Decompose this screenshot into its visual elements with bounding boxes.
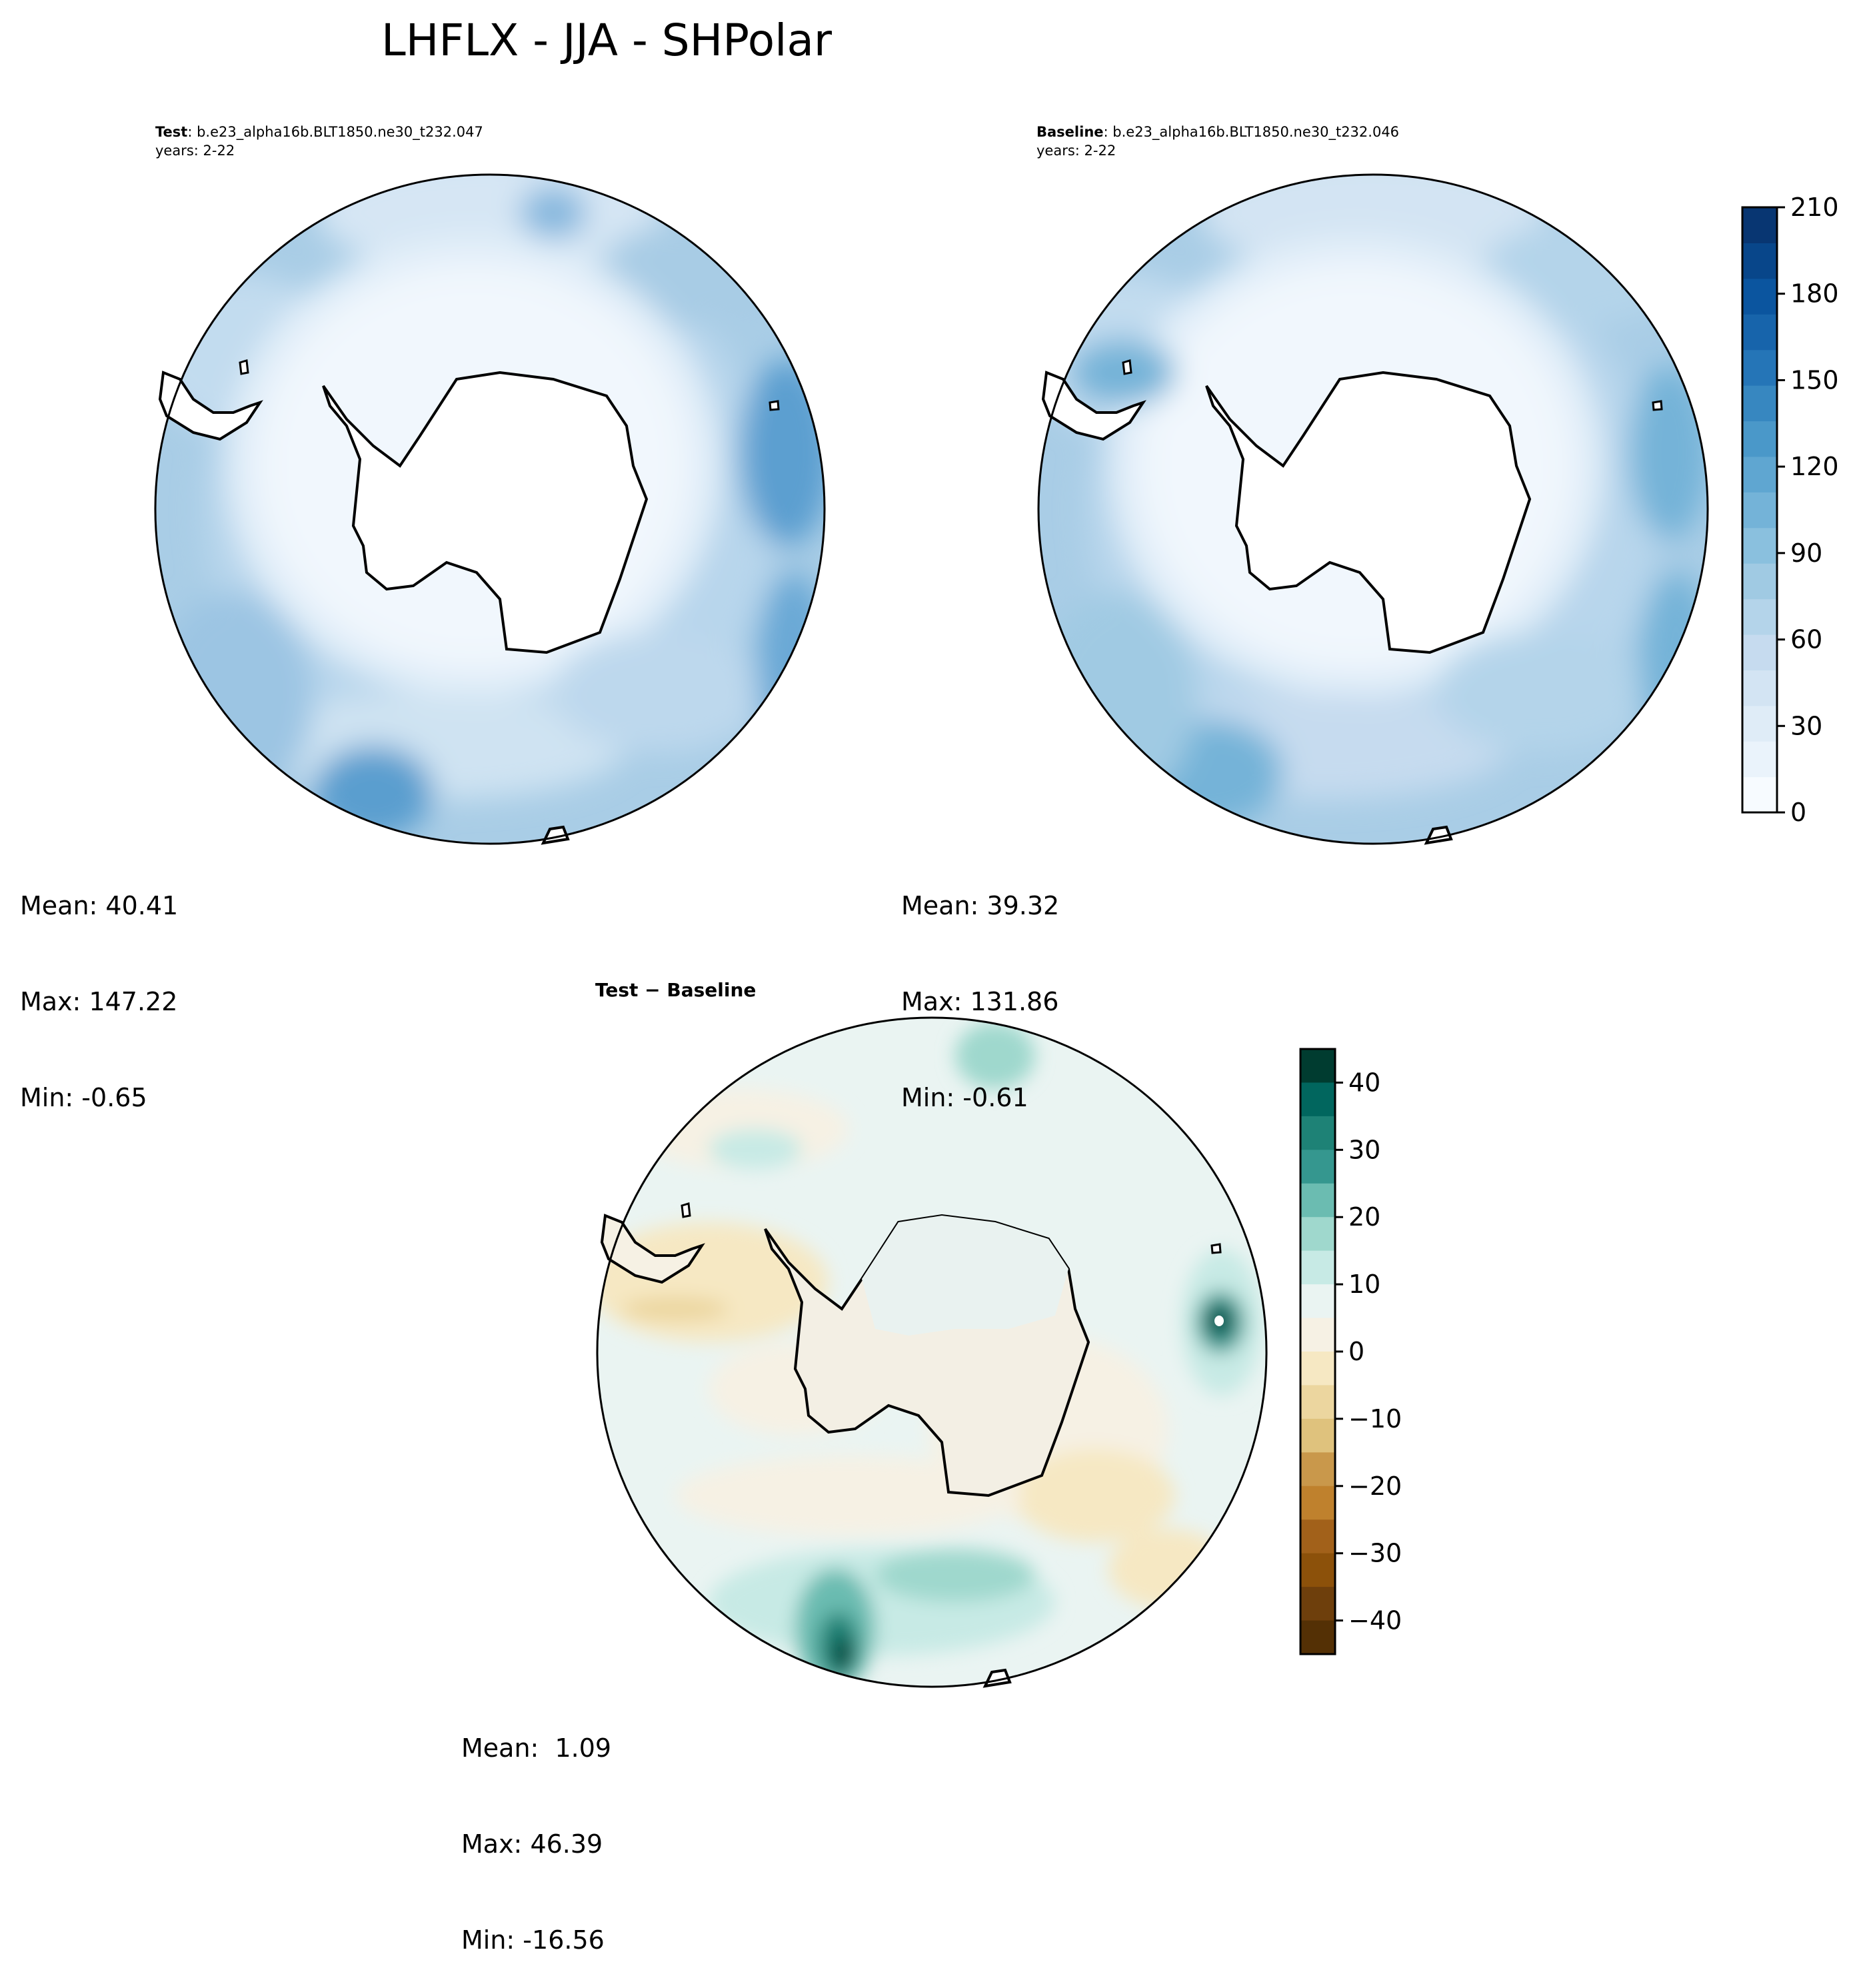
baseline-mean: Mean: 39.32 [901, 891, 1060, 920]
colorbar-tick-label: −30 [1348, 1539, 1402, 1568]
colorbar-block [1300, 1318, 1335, 1352]
south-america-outline [1041, 371, 1146, 441]
colorbar-diff-ticks: 40 30 20 10 0 −10 −20 −30 −40 [1335, 1068, 1402, 1635]
colorbar-diff-blocks [1300, 1049, 1335, 1655]
test-min: Min: -0.65 [20, 1083, 147, 1112]
diff-mean: Mean: 1.09 [461, 1733, 612, 1763]
colorbar-tick-label: 0 [1348, 1337, 1364, 1366]
south-america-outline [600, 1214, 705, 1284]
colorbar-block [1300, 1250, 1335, 1285]
baseline-stats: Mean: 39.32 Max: 131.86 Min: -0.61 [901, 826, 1059, 1146]
colorbar-block [1300, 1150, 1335, 1184]
antarctica-outline [1205, 371, 1532, 654]
baseline-map [1037, 173, 1709, 845]
colorbar-block [1742, 314, 1777, 351]
baseline-panel-label: Baseline: b.e23_alpha16b.BLT1850.ne30_t2… [1036, 123, 1399, 160]
island-outline [1652, 400, 1663, 411]
colorbar-tick-label: −10 [1348, 1404, 1402, 1434]
baseline-label-bold: Baseline [1036, 124, 1104, 140]
colorbar-block [1300, 1082, 1335, 1117]
colorbar-block [1300, 1352, 1335, 1386]
colorbar-main-blocks [1742, 207, 1777, 813]
colorbar-tick-label: 90 [1790, 538, 1822, 568]
colorbar-block [1300, 1452, 1335, 1487]
island-outline [239, 359, 249, 375]
colorbar-tick-label: −40 [1348, 1606, 1402, 1635]
colorbar-main-frame [1741, 206, 1778, 814]
colorbar-block [1742, 243, 1777, 279]
colorbar-block [1300, 1418, 1335, 1453]
colorbar-block [1742, 776, 1777, 813]
colorbar-block [1742, 598, 1777, 635]
colorbar-block [1300, 1553, 1335, 1587]
colorbar-block [1742, 492, 1777, 528]
colorbar-block [1742, 207, 1777, 244]
test-stats: Mean: 40.41 Max: 147.22 Min: -0.65 [20, 826, 178, 1146]
test-panel-label: Test: b.e23_alpha16b.BLT1850.ne30_t232.0… [155, 123, 483, 160]
colorbar-block [1300, 1284, 1335, 1319]
colorbar-block [1300, 1385, 1335, 1420]
colorbar-tick-label: 0 [1790, 798, 1806, 827]
colorbar-block [1742, 421, 1777, 457]
colorbar-tick-label: 10 [1348, 1270, 1380, 1299]
colorbar-block [1300, 1217, 1335, 1252]
colorbar-block [1300, 1519, 1335, 1554]
test-years: years: 2-22 [155, 143, 235, 159]
colorbar-diff: 40 30 20 10 0 −10 −20 −30 −40 [1299, 1048, 1402, 1655]
colorbar-tick-label: 180 [1790, 279, 1839, 309]
colorbar-tick-label: 120 [1790, 452, 1839, 481]
colorbar-block [1300, 1620, 1335, 1655]
colorbar-block [1742, 527, 1777, 564]
south-america-outline [158, 371, 263, 441]
baseline-label-case: : b.e23_alpha16b.BLT1850.ne30_t232.046 [1103, 124, 1400, 140]
colorbar-block [1742, 670, 1777, 706]
colorbar-tick-label: 40 [1348, 1068, 1380, 1097]
colorbar-block [1742, 349, 1777, 386]
colorbar-block [1300, 1486, 1335, 1520]
colorbar-block [1300, 1049, 1335, 1084]
antarctica-outline [322, 371, 649, 654]
colorbar-block [1300, 1116, 1335, 1150]
diff-map [596, 1016, 1268, 1688]
colorbar-block [1742, 741, 1777, 778]
test-label-bold: Test [155, 124, 188, 140]
diff-stats: Mean: 1.09 Max: 46.39 Min: -16.56 [461, 1668, 611, 1988]
test-mean: Mean: 40.41 [20, 891, 179, 920]
colorbar-block [1742, 563, 1777, 600]
colorbar-tick-label: 20 [1348, 1202, 1380, 1232]
colorbar-tick-label: 30 [1348, 1135, 1380, 1164]
island-outline [1210, 1243, 1222, 1254]
diff-max: Max: 46.39 [461, 1829, 603, 1859]
diff-panel-label: Test − Baseline [595, 979, 757, 1001]
colorbar-main-ticks: 0 30 60 90 120 150 180 210 [1777, 193, 1839, 827]
colorbar-tick-label: 60 [1790, 625, 1822, 654]
colorbar-block [1742, 705, 1777, 742]
island-outline [1122, 359, 1132, 375]
figure-title: LHFLX - JJA - SHPolar [381, 15, 833, 66]
test-map [154, 173, 826, 845]
colorbar-block [1742, 385, 1777, 422]
test-label-case: : b.e23_alpha16b.BLT1850.ne30_t232.047 [187, 124, 483, 140]
baseline-years: years: 2-22 [1036, 143, 1116, 159]
baseline-max: Max: 131.86 [901, 987, 1059, 1016]
colorbar-block [1300, 1183, 1335, 1218]
baseline-min: Min: -0.61 [901, 1083, 1028, 1112]
island-outline [769, 400, 780, 411]
colorbar-block [1742, 278, 1777, 315]
diff-min: Min: -16.56 [461, 1925, 605, 1955]
colorbar-block [1742, 634, 1777, 670]
colorbar-block [1742, 456, 1777, 493]
colorbar-block [1300, 1587, 1335, 1621]
island-outline [681, 1202, 691, 1218]
test-max: Max: 147.22 [20, 987, 178, 1016]
colorbar-tick-label: 150 [1790, 365, 1839, 395]
colorbar-tick-label: 30 [1790, 711, 1822, 740]
colorbar-main: 0 30 60 90 120 150 180 210 [1741, 193, 1839, 827]
colorbar-tick-label: 210 [1790, 193, 1839, 222]
colorbar-tick-label: −20 [1348, 1472, 1402, 1501]
